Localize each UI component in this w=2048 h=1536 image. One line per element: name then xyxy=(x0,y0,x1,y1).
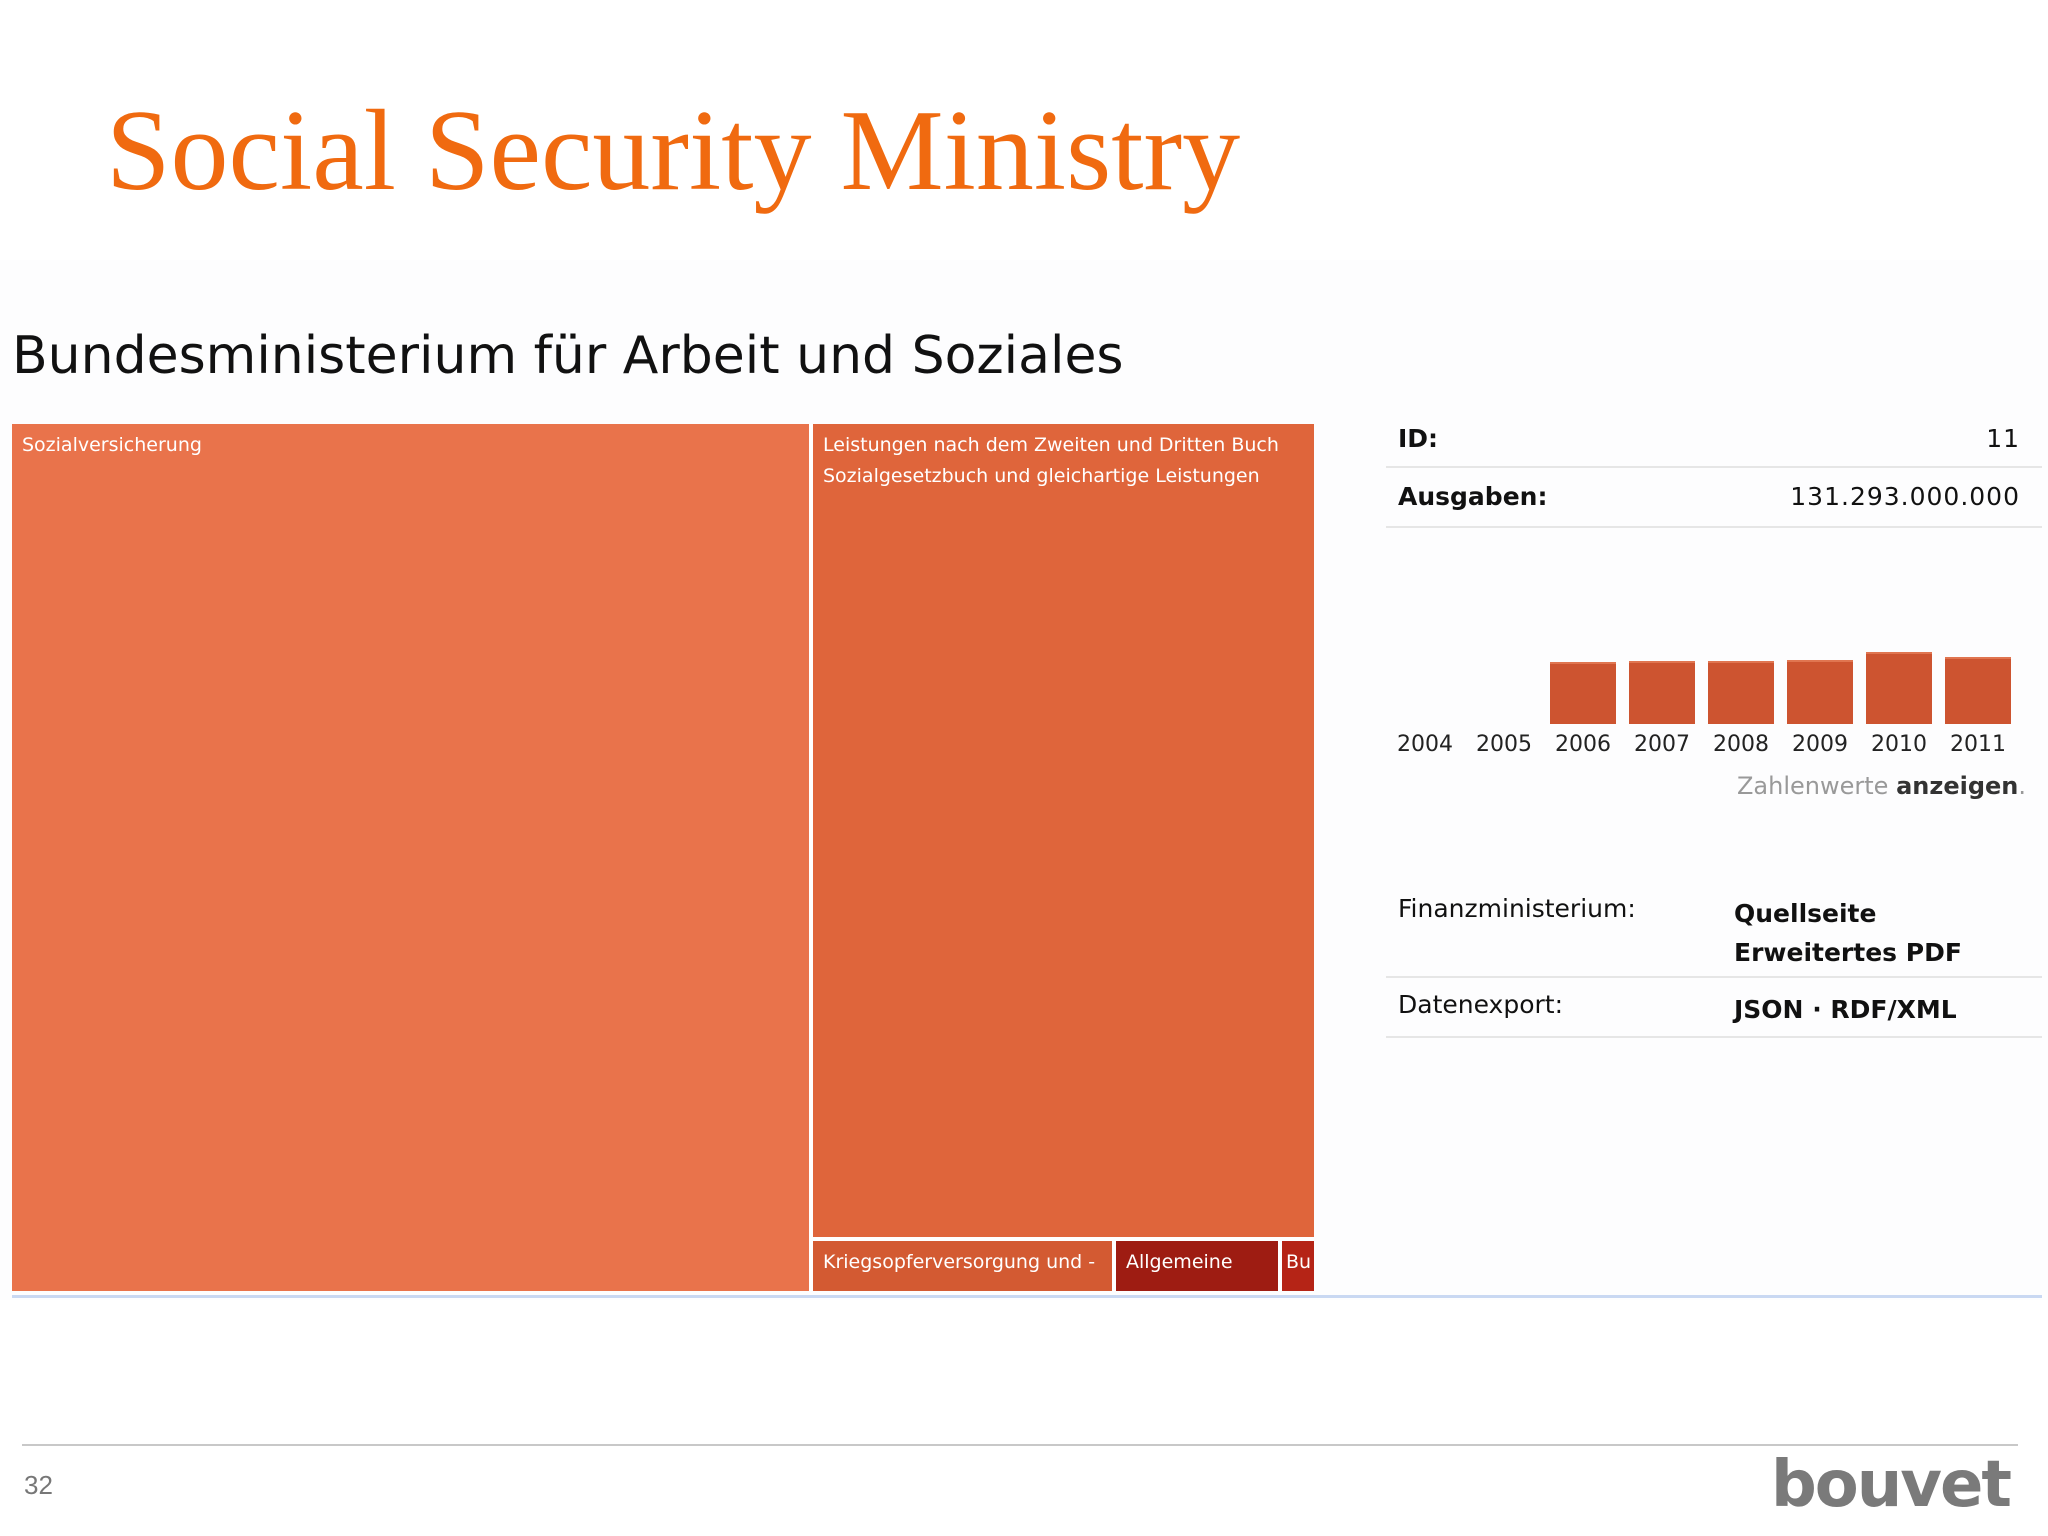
footer-divider xyxy=(22,1444,2018,1446)
year-label-2010: 2010 xyxy=(1871,732,1927,757)
page-number: 32 xyxy=(24,1470,53,1500)
json-export-link[interactable]: JSON xyxy=(1734,995,1804,1024)
treemap-tile-allgemeine[interactable]: Allgemeine xyxy=(1116,1241,1278,1291)
datenexport-row: Datenexport: JSON · RDF/XML xyxy=(1386,980,2042,1038)
treemap-tile-leistungen-sgb[interactable]: Leistungen nach dem Zweiten und Dritten … xyxy=(813,424,1314,1237)
finanzministerium-label: Finanzministerium: xyxy=(1398,894,1636,923)
year-label-2011: 2011 xyxy=(1950,732,2006,757)
bar-2011 xyxy=(1945,657,2011,724)
export-links: JSON · RDF/XML xyxy=(1734,990,1957,1029)
id-value: 11 xyxy=(1986,424,2020,453)
zahlenwerte-suffix: . xyxy=(2018,772,2026,800)
export-separator: · xyxy=(1812,995,1822,1024)
ausgaben-label: Ausgaben: xyxy=(1398,482,1548,511)
year-label-2004: 2004 xyxy=(1397,732,1453,757)
screenshot-border xyxy=(12,1295,2042,1298)
ausgaben-value: 131.293.000.000 xyxy=(1790,482,2020,511)
finanzministerium-row: Finanzministerium: Quellseite Erweiterte… xyxy=(1386,880,2042,978)
tile-label: Bu xyxy=(1286,1251,1312,1273)
year-label-2006: 2006 xyxy=(1555,732,1611,757)
id-label: ID: xyxy=(1398,424,1439,453)
yearly-spending-chart: 2004 2005 2006 2007 2008 2009 2010 2011 xyxy=(1386,630,2042,770)
id-row: ID: 11 xyxy=(1386,414,2042,468)
ausgaben-row: Ausgaben: 131.293.000.000 xyxy=(1386,470,2042,528)
quellseite-link[interactable]: Quellseite xyxy=(1734,899,1877,928)
treemap-tile-sozialversicherung[interactable]: Sozialversicherung xyxy=(12,424,809,1291)
year-label-2007: 2007 xyxy=(1634,732,1690,757)
slide-title: Social Security Ministry xyxy=(106,87,1241,215)
tile-label: Leistungen nach dem Zweiten und Dritten … xyxy=(823,434,1279,487)
tile-label: Sozialversicherung xyxy=(22,434,202,456)
datenexport-label: Datenexport: xyxy=(1398,990,1564,1019)
bar-2009 xyxy=(1787,660,1853,724)
budget-treemap: Sozialversicherung Leistungen nach dem Z… xyxy=(12,424,1314,1291)
rdf-xml-export-link[interactable]: RDF/XML xyxy=(1830,995,1957,1024)
bar-2008 xyxy=(1708,661,1774,724)
tile-label: Kriegsopferversorgung und - xyxy=(823,1251,1096,1273)
year-label-2005: 2005 xyxy=(1476,732,1532,757)
bar-2007 xyxy=(1629,661,1695,724)
bar-2010 xyxy=(1866,652,1932,724)
tile-label: Allgemeine xyxy=(1126,1251,1233,1273)
bouvet-logo: bouvet xyxy=(1770,1448,2012,1522)
ministry-heading: Bundesministerium für Arbeit und Soziale… xyxy=(12,326,1124,386)
anzeigen-link[interactable]: anzeigen xyxy=(1896,772,2019,800)
treemap-tile-kriegsopferversorgung[interactable]: Kriegsopferversorgung und - xyxy=(813,1241,1112,1291)
zahlenwerte-text: Zahlenwerte xyxy=(1736,772,1889,800)
erweitertes-pdf-link[interactable]: Erweitertes PDF xyxy=(1734,938,1962,967)
zahlenwerte-toggle: Zahlenwerte anzeigen. xyxy=(1737,772,2026,800)
bar-2006 xyxy=(1550,662,1616,724)
year-label-2008: 2008 xyxy=(1713,732,1769,757)
treemap-tile-small[interactable]: Bu xyxy=(1282,1241,1314,1291)
source-links: Quellseite Erweitertes PDF xyxy=(1734,894,1962,972)
year-label-2009: 2009 xyxy=(1792,732,1848,757)
